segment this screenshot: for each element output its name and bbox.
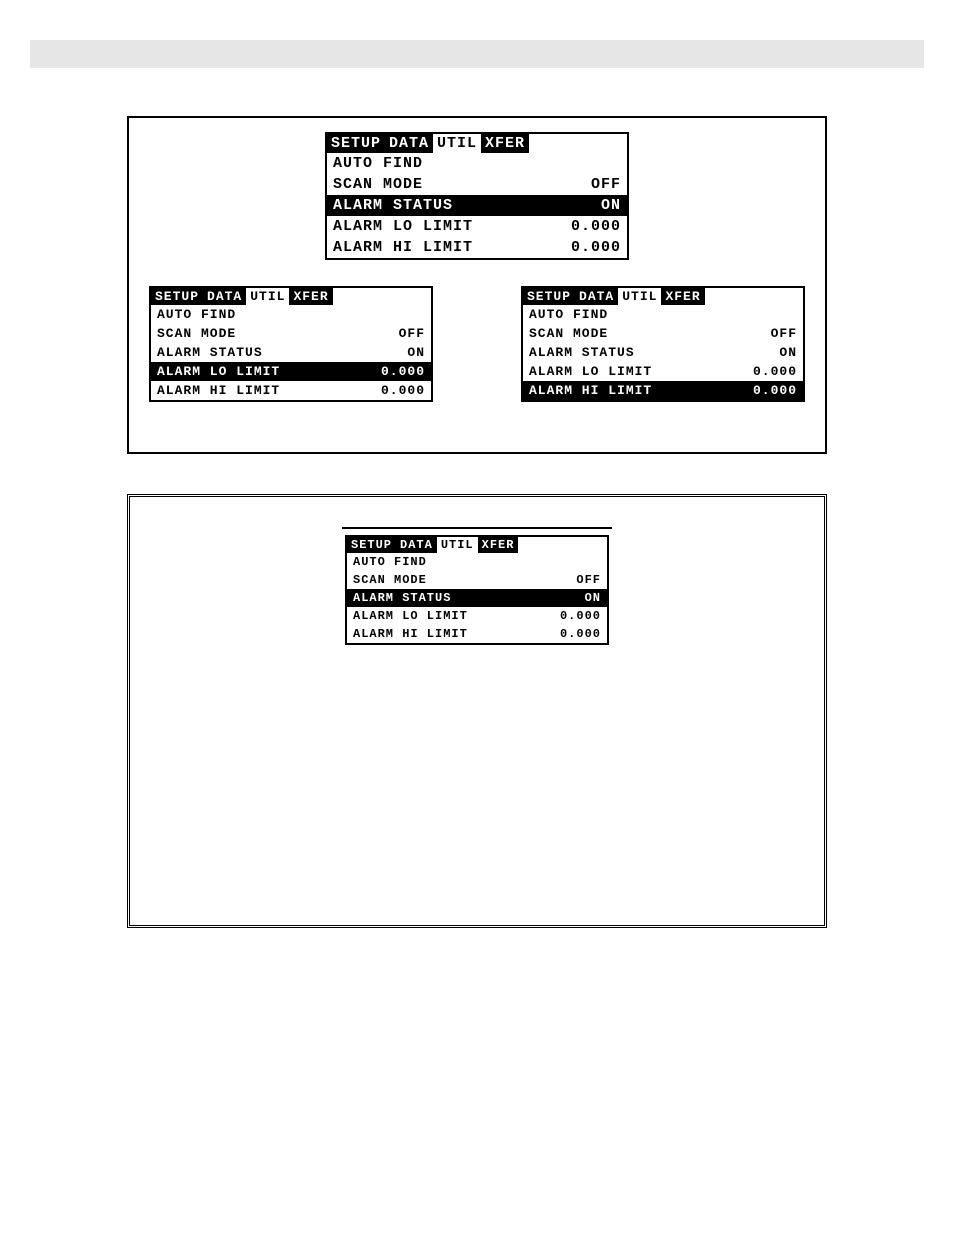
- figure-2: SETUP DATA UTIL XFER AUTO FIND SCAN MODE…: [127, 494, 827, 928]
- row-scan-mode[interactable]: SCAN MODEOFF: [327, 174, 627, 195]
- row-alarm-lo-limit[interactable]: ALARM LO LIMIT0.000: [523, 362, 803, 381]
- row-alarm-hi-limit[interactable]: ALARM HI LIMIT0.000: [327, 237, 627, 258]
- tab-bar: SETUP DATA UTIL XFER: [523, 288, 803, 305]
- row-alarm-status[interactable]: ALARM STATUSON: [347, 589, 607, 607]
- row-auto-find[interactable]: AUTO FIND: [151, 305, 431, 324]
- lcd-panel-figure2: SETUP DATA UTIL XFER AUTO FIND SCAN MODE…: [345, 535, 609, 645]
- row-auto-find[interactable]: AUTO FIND: [347, 553, 607, 571]
- menu-rows: AUTO FIND SCAN MODEOFF ALARM STATUSON AL…: [327, 153, 627, 258]
- row-alarm-hi-limit[interactable]: ALARM HI LIMIT0.000: [523, 381, 803, 400]
- tab-bar: SETUP DATA UTIL XFER: [151, 288, 431, 305]
- menu-rows: AUTO FIND SCAN MODEOFF ALARM STATUSON AL…: [523, 305, 803, 400]
- row-alarm-hi-limit[interactable]: ALARM HI LIMIT0.000: [347, 625, 607, 643]
- tab-setup[interactable]: SETUP: [151, 288, 203, 305]
- figure-1: SETUP DATA UTIL XFER AUTO FIND SCAN MODE…: [127, 116, 827, 454]
- menu-rows: AUTO FIND SCAN MODEOFF ALARM STATUSON AL…: [347, 553, 607, 643]
- tab-util[interactable]: UTIL: [437, 537, 478, 553]
- tab-setup[interactable]: SETUP: [523, 288, 575, 305]
- tab-setup[interactable]: SETUP: [347, 537, 396, 553]
- row-alarm-lo-limit[interactable]: ALARM LO LIMIT0.000: [151, 362, 431, 381]
- tab-xfer[interactable]: XFER: [661, 288, 704, 305]
- lcd-panel-top: SETUP DATA UTIL XFER AUTO FIND SCAN MODE…: [325, 132, 629, 260]
- row-alarm-hi-limit[interactable]: ALARM HI LIMIT0.000: [151, 381, 431, 400]
- row-alarm-status[interactable]: ALARM STATUSON: [523, 343, 803, 362]
- tab-data[interactable]: DATA: [396, 537, 437, 553]
- separator-line: [342, 527, 612, 529]
- header-bar: [30, 40, 924, 68]
- menu-rows: AUTO FIND SCAN MODEOFF ALARM STATUSON AL…: [151, 305, 431, 400]
- row-alarm-status[interactable]: ALARM STATUSON: [327, 195, 627, 216]
- tab-bar: SETUP DATA UTIL XFER: [327, 134, 627, 153]
- lcd-panel-bottom-right: SETUP DATA UTIL XFER AUTO FIND SCAN MODE…: [521, 286, 805, 402]
- row-scan-mode[interactable]: SCAN MODEOFF: [523, 324, 803, 343]
- row-auto-find[interactable]: AUTO FIND: [327, 153, 627, 174]
- tab-util[interactable]: UTIL: [618, 288, 661, 305]
- row-alarm-status[interactable]: ALARM STATUSON: [151, 343, 431, 362]
- tab-xfer[interactable]: XFER: [478, 537, 519, 553]
- row-alarm-lo-limit[interactable]: ALARM LO LIMIT0.000: [327, 216, 627, 237]
- row-auto-find[interactable]: AUTO FIND: [523, 305, 803, 324]
- tab-bar: SETUP DATA UTIL XFER: [347, 537, 607, 553]
- row-alarm-lo-limit[interactable]: ALARM LO LIMIT0.000: [347, 607, 607, 625]
- tab-xfer[interactable]: XFER: [481, 134, 529, 153]
- tab-data[interactable]: DATA: [203, 288, 246, 305]
- tab-data[interactable]: DATA: [385, 134, 433, 153]
- row-scan-mode[interactable]: SCAN MODEOFF: [347, 571, 607, 589]
- tab-xfer[interactable]: XFER: [289, 288, 332, 305]
- tab-util[interactable]: UTIL: [433, 134, 481, 153]
- row-scan-mode[interactable]: SCAN MODEOFF: [151, 324, 431, 343]
- tab-setup[interactable]: SETUP: [327, 134, 385, 153]
- lcd-panel-bottom-left: SETUP DATA UTIL XFER AUTO FIND SCAN MODE…: [149, 286, 433, 402]
- tab-data[interactable]: DATA: [575, 288, 618, 305]
- tab-util[interactable]: UTIL: [246, 288, 289, 305]
